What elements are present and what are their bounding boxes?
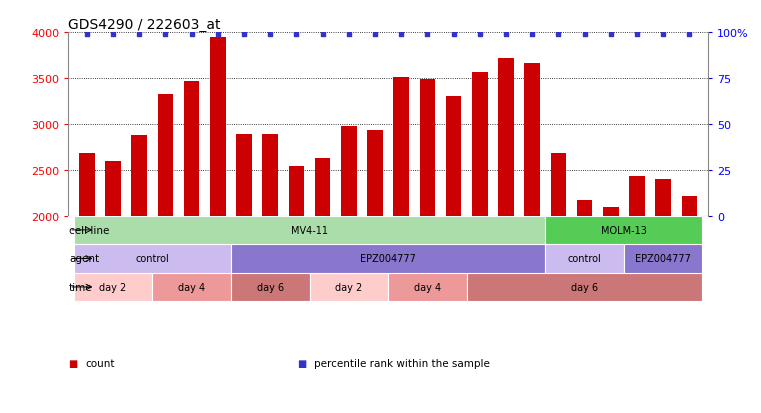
Point [447,31,460,38]
Text: ■: ■ [68,358,78,368]
Bar [546,244,624,273]
Point [159,31,171,38]
Text: MOLM-13: MOLM-13 [601,225,647,235]
Point [186,31,198,38]
Point [342,31,355,38]
Bar [393,78,409,399]
Point [264,31,276,38]
Bar [288,167,304,399]
Point [657,31,669,38]
Bar [682,197,697,399]
Point [473,31,486,38]
Bar [105,162,121,399]
Bar [341,126,357,399]
Text: ■: ■ [297,358,306,368]
Text: day 4: day 4 [414,282,441,292]
Text: day 6: day 6 [256,282,284,292]
Bar [231,244,546,273]
Bar [236,135,252,399]
Bar [210,38,226,399]
Bar [367,131,383,399]
Point [238,31,250,38]
Text: MV4-11: MV4-11 [291,225,328,235]
Bar [655,180,671,399]
Bar [524,64,540,399]
Text: control: control [568,254,601,264]
Bar [550,154,566,399]
Bar [577,201,593,399]
Bar [79,154,94,399]
Point [631,31,643,38]
Point [81,31,93,38]
Bar [132,135,147,399]
Bar [74,216,546,244]
Point [317,31,329,38]
Point [369,31,381,38]
Bar [472,74,488,399]
Bar [624,244,702,273]
Text: control: control [135,254,169,264]
Point [291,31,303,38]
Text: day 2: day 2 [335,282,362,292]
Bar [466,273,702,301]
Point [133,31,145,38]
Text: EPZ004777: EPZ004777 [360,254,416,264]
Bar [446,97,461,399]
Bar [231,273,310,301]
Bar [498,59,514,399]
Point [500,31,512,38]
Text: count: count [85,358,115,368]
Bar [315,159,330,399]
Point [526,31,538,38]
Bar [152,273,231,301]
Point [578,31,591,38]
Text: GDS4290 / 222603_at: GDS4290 / 222603_at [68,18,221,32]
Bar [263,135,278,399]
Bar [74,273,152,301]
Text: day 2: day 2 [100,282,126,292]
Text: day 6: day 6 [571,282,598,292]
Bar [419,80,435,399]
Point [605,31,617,38]
Point [212,31,224,38]
Bar [158,94,174,399]
Bar [629,177,645,399]
Point [552,31,565,38]
Text: day 4: day 4 [178,282,205,292]
Text: agent: agent [69,254,99,264]
Bar [310,273,388,301]
Bar [74,244,231,273]
Point [107,31,119,38]
Point [395,31,407,38]
Bar [546,216,702,244]
Bar [603,208,619,399]
Point [422,31,434,38]
Text: cell line: cell line [69,225,110,235]
Text: percentile rank within the sample: percentile rank within the sample [314,358,489,368]
Text: EPZ004777: EPZ004777 [635,254,691,264]
Bar [183,81,199,399]
Text: time: time [69,282,93,292]
Point [683,31,696,38]
Bar [388,273,466,301]
